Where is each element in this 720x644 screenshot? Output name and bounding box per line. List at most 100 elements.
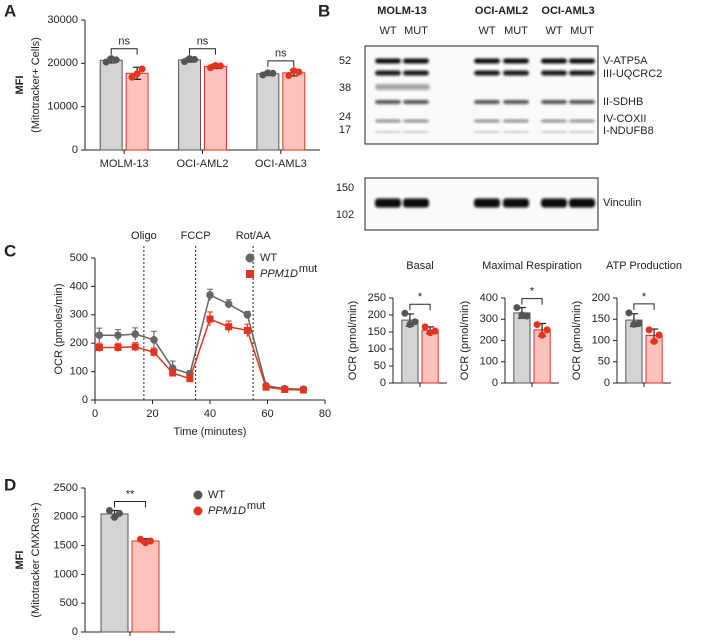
blot-band [474, 119, 500, 123]
y-tick-label: 0 [604, 377, 610, 389]
blot-band [474, 198, 500, 208]
mw-marker: 38 [339, 82, 351, 94]
y-tick-label: 300 [480, 313, 498, 325]
y-tick-label: 200 [70, 337, 88, 349]
data-point [262, 383, 270, 391]
data-point [431, 327, 439, 335]
data-point [133, 70, 141, 78]
protein-label: IV-COXII [603, 113, 646, 125]
blot-band [569, 131, 595, 133]
y-tick-label: 400 [480, 292, 498, 304]
mw-marker: 17 [339, 124, 351, 136]
blot-band [503, 58, 529, 64]
x-tick-label: OCI-AML3 [255, 158, 307, 170]
cell-line-label: OCI-AML2 [475, 5, 528, 17]
legend-marker [245, 253, 255, 263]
y-tick-label: 0 [72, 626, 78, 638]
data-point [523, 312, 531, 320]
data-point [295, 68, 303, 76]
blot-band [375, 100, 401, 104]
blot-band [569, 70, 595, 76]
y-axis-label: OCR (pmoles/min) [53, 283, 65, 374]
y-tick-label: 100 [368, 343, 386, 355]
y-tick-label: 100 [480, 356, 498, 368]
data-point [106, 506, 113, 514]
protein-label: II-SDHB [603, 96, 643, 108]
panel-letter: A [4, 1, 16, 20]
y-tick-label: 500 [70, 252, 88, 264]
significance-label: ** [126, 488, 135, 500]
y-tick-label: 200 [480, 334, 498, 346]
data-point [225, 323, 233, 331]
y-tick-label: 0 [380, 377, 386, 389]
data-point [543, 326, 551, 334]
data-point [538, 331, 546, 339]
data-point [169, 369, 177, 377]
protein-label: III-UQCRC2 [603, 68, 662, 80]
data-point [655, 331, 663, 339]
panel-letter: C [4, 241, 16, 260]
blot-band [474, 100, 500, 104]
y-tick-label: 250 [368, 292, 386, 304]
blot-band [541, 100, 567, 104]
y-tick-label: 0 [82, 394, 88, 406]
data-point [95, 331, 104, 340]
lane-label: WT [379, 25, 396, 37]
blot-band [474, 58, 500, 64]
x-axis-label: Time (minutes) [174, 426, 247, 438]
data-point [635, 320, 643, 327]
blot-band [403, 198, 429, 208]
x-tick-label: 60 [261, 408, 273, 420]
bar [99, 59, 123, 151]
data-point [186, 375, 194, 383]
mw-marker: 150 [336, 182, 354, 194]
y-tick-label: 2000 [54, 511, 78, 523]
bar [401, 319, 419, 384]
significance-bracket [114, 500, 146, 508]
protein-label: Vinculin [603, 197, 641, 209]
data-point [243, 311, 252, 319]
data-point [224, 300, 233, 308]
y-axis-label: OCR (pmol/min) [571, 301, 583, 380]
blot-band [403, 100, 429, 104]
data-point [111, 513, 118, 521]
data-point [421, 323, 429, 331]
significance-bracket [633, 303, 655, 310]
blot-band [503, 198, 529, 208]
cell-line-label: OCI-AML3 [541, 5, 594, 17]
blot-band [375, 70, 401, 76]
blot-band [503, 100, 529, 104]
blot-band [569, 58, 595, 64]
data-point [150, 335, 158, 344]
chart-title: ATP Production [606, 260, 682, 272]
mw-marker: 24 [339, 111, 351, 123]
significance-bracket [189, 48, 216, 55]
y-tick-label: 150 [592, 313, 610, 325]
data-point [114, 331, 122, 340]
y-tick-label: 10000 [47, 101, 78, 113]
legend-label-sup: mut [247, 500, 265, 512]
blot-band [375, 131, 401, 133]
lane-label: WT [545, 25, 562, 37]
y-axis-label: (Mitotracker+ Cells) [30, 37, 42, 133]
blot-band [541, 58, 567, 64]
data-point [114, 343, 122, 351]
y-tick-label: 0 [72, 144, 78, 156]
bar [178, 59, 201, 151]
lane-label: MUT [504, 25, 528, 37]
y-tick-label: 1000 [54, 568, 78, 580]
y-tick-label: 100 [70, 366, 88, 378]
bar [421, 329, 439, 384]
data-point [131, 343, 139, 351]
legend-label-sup: mut [299, 263, 317, 275]
mw-marker: 102 [336, 209, 354, 221]
significance-bracket [409, 303, 431, 311]
legend-label: PPM1D [260, 268, 298, 280]
y-tick-label: 20000 [47, 57, 78, 69]
data-point [533, 321, 541, 329]
y-tick-label: 500 [60, 597, 78, 609]
x-tick-label: MOLM-13 [100, 158, 149, 170]
blot-smear [375, 84, 430, 90]
legend-marker [246, 270, 254, 278]
